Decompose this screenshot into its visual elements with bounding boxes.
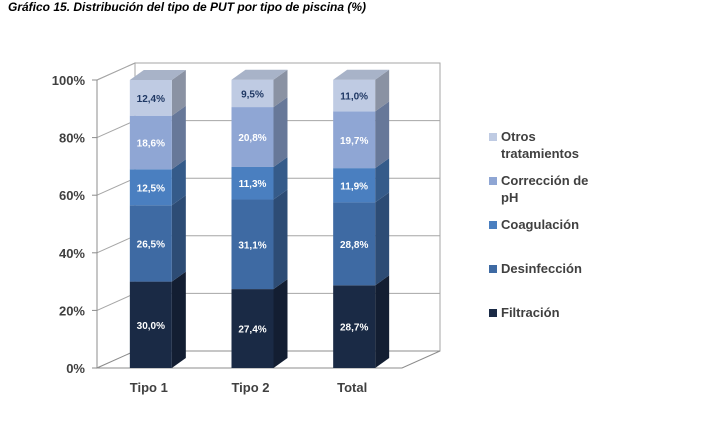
legend-label: Coagulación: [501, 217, 579, 232]
data-label: 11,9%: [340, 181, 368, 192]
gridline-side: [96, 292, 136, 311]
bar-side: [273, 156, 288, 200]
bar-side: [375, 101, 390, 169]
legend-swatch: [489, 177, 497, 185]
bar-segment: [129, 115, 172, 170]
bar-segment: [231, 79, 274, 108]
legend-label: Filtración: [501, 305, 560, 320]
data-label: 26,5%: [137, 239, 165, 250]
bar-side: [171, 70, 186, 116]
bar-side: [375, 192, 390, 286]
legend-label: Desinfección: [501, 261, 582, 276]
y-tick-label: 0%: [66, 361, 85, 376]
bar-side: [273, 189, 288, 290]
data-label: 19,7%: [340, 136, 368, 147]
bar-top: [129, 70, 186, 80]
data-label: 9,5%: [241, 89, 264, 100]
x-axis-categories: Tipo 1 Tipo 2 Total: [130, 380, 367, 395]
gridline-side: [96, 235, 136, 254]
bar-segment: [231, 107, 274, 167]
category-label: Tipo 1: [130, 380, 168, 395]
bar-top: [231, 69, 288, 80]
data-label: 11,3%: [239, 179, 267, 190]
data-label: 30,0%: [137, 321, 165, 332]
gridline-side: [96, 177, 136, 196]
legend-swatch: [489, 221, 497, 229]
legend-label: tratamientos: [501, 146, 579, 161]
legend-label: Corrección de: [501, 173, 588, 188]
bar-segment: [129, 205, 172, 282]
data-label: 28,8%: [340, 240, 368, 251]
data-label: 27,4%: [238, 325, 266, 336]
data-label: 28,7%: [340, 323, 368, 334]
bar-side: [171, 105, 186, 170]
bar-side: [171, 159, 186, 206]
chart-title: Gráfico 15. Distribución del tipo de PUT…: [8, 0, 367, 14]
y-axis-ticks: 0% 20% 40% 60% 80% 100%: [52, 73, 98, 376]
y-tick-label: 40%: [59, 246, 85, 261]
legend-label: pH: [501, 190, 518, 205]
legend-label: Otros: [501, 129, 536, 144]
bar-side: [375, 158, 390, 203]
category-label: Total: [337, 380, 367, 395]
bar-segment: [231, 289, 274, 368]
bar-side: [273, 97, 288, 167]
y-tick-label: 100%: [52, 73, 86, 88]
bar-segment: [333, 168, 376, 203]
bar-side: [273, 279, 288, 368]
bar-segment: [333, 111, 376, 169]
y-tick-label: 80%: [59, 131, 85, 146]
bar-segment: [333, 285, 376, 368]
bar-side: [171, 271, 186, 368]
data-label: 31,1%: [238, 240, 266, 251]
bar-segment: [129, 169, 172, 206]
data-label: 18,6%: [137, 138, 165, 149]
bar-segment: [129, 281, 172, 368]
bar-segment: [333, 79, 376, 112]
bar-segment: [129, 80, 172, 116]
bar-segment: [231, 199, 274, 290]
data-label: 12,4%: [137, 94, 165, 105]
bar-side: [171, 195, 186, 282]
data-label: 11,0%: [340, 92, 368, 103]
bar-side: [273, 69, 288, 108]
bar-side: [375, 69, 390, 112]
gridline-side: [96, 120, 136, 139]
gridline-side: [96, 62, 136, 81]
bar-side: [375, 275, 390, 368]
side-wall: [96, 62, 136, 369]
legend-swatch: [489, 265, 497, 273]
bar-segment: [333, 202, 376, 286]
legend-swatch: [489, 133, 497, 141]
bar-top: [333, 69, 390, 80]
legend: Otros tratamientos Corrección de pH Coagulac…: [489, 129, 588, 320]
data-label: 20,8%: [238, 133, 266, 144]
data-label: 12,5%: [137, 183, 165, 194]
y-tick-label: 60%: [59, 188, 85, 203]
bar-stacks: 30,0% 26,5% 12,5% 18,6% 12,4% 27,4% 31,1% 11,3%…: [129, 69, 390, 368]
legend-swatch: [489, 309, 497, 317]
bar-segment: [231, 166, 274, 200]
y-tick-label: 20%: [59, 303, 85, 318]
category-label: Tipo 2: [231, 380, 269, 395]
